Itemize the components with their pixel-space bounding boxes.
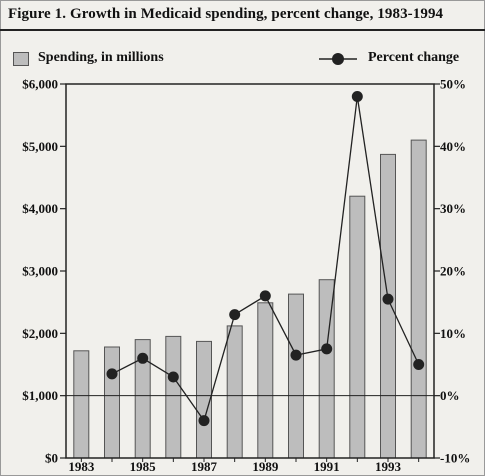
bar-1994 (410, 139, 427, 459)
bar-1987 (196, 340, 212, 459)
bar-1986 (165, 335, 182, 459)
legend-line-label: Percent change (368, 50, 460, 65)
left-tick-label: $5,000 (22, 139, 58, 154)
left-tick-label: $3,000 (22, 264, 58, 279)
right-tick-label: 50% (440, 77, 466, 92)
x-tick-label: 1985 (130, 459, 157, 474)
bar-1984 (104, 346, 120, 459)
bar-1989 (257, 302, 274, 459)
percent-point-1986 (167, 371, 179, 383)
left-tick-label: $4,000 (22, 201, 58, 216)
left-tick-label: $2,000 (22, 326, 58, 341)
percent-point-1993 (382, 293, 394, 305)
plot-frame (65, 83, 435, 459)
percent-point-1990 (290, 349, 302, 361)
legend-bar-swatch (13, 52, 29, 66)
percent-point-1991 (321, 343, 333, 355)
bar-1988 (226, 325, 243, 459)
bar-1993 (380, 153, 396, 459)
title-divider (0, 29, 485, 31)
right-tick-label: 20% (440, 264, 466, 279)
x-tick-label: 1991 (314, 459, 340, 474)
left-tick-label: $6,000 (22, 77, 58, 92)
percent-point-1992 (351, 91, 363, 102)
right-tick-label: 30% (440, 201, 466, 216)
x-tick-label: 1993 (375, 459, 402, 474)
percent-point-1989 (259, 290, 271, 302)
x-tick-label: 1989 (252, 459, 279, 474)
left-tick-label: $1,000 (22, 388, 58, 403)
right-tick-label: 10% (440, 326, 466, 341)
percent-point-1984 (106, 368, 118, 380)
legend-line-sample (319, 53, 357, 65)
chart-title: Figure 1. Growth in Medicaid spending, p… (8, 6, 444, 22)
bar-1992 (349, 195, 366, 459)
x-tick-label: 1983 (68, 459, 95, 474)
percent-point-1994 (413, 359, 425, 370)
right-tick-label: 0% (440, 388, 460, 403)
legend-bar-label: Spending, in millions (38, 50, 164, 65)
bar-1983 (73, 350, 90, 459)
bar-1990 (288, 293, 304, 459)
percent-point-1988 (229, 309, 241, 321)
percent-point-1987 (198, 415, 210, 427)
left-tick-label: $0 (45, 451, 58, 466)
x-tick-label: 1987 (191, 459, 218, 474)
right-tick-label: -10% (440, 451, 470, 466)
percent-point-1985 (137, 352, 149, 364)
right-tick-label: 40% (440, 139, 466, 154)
